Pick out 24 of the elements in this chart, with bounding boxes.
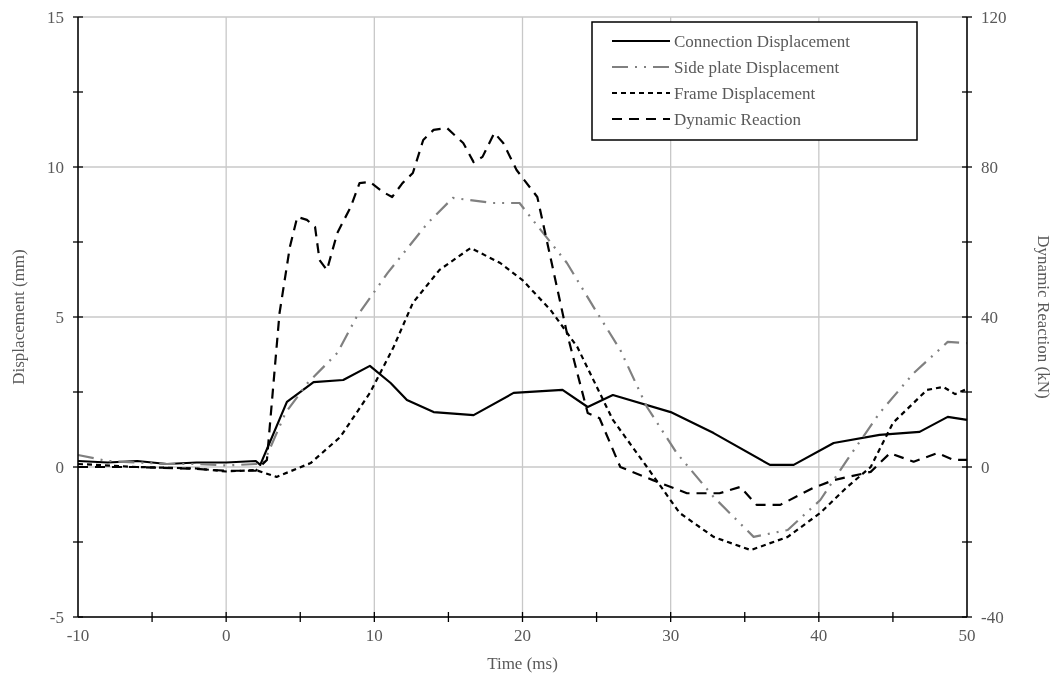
x-tick-label: 10 (365, 626, 383, 645)
x-tick-label: 50 (958, 626, 976, 645)
x-tick-label: -10 (66, 626, 90, 645)
x-axis-title: Time (ms) (487, 654, 558, 673)
y2-tick-label: 0 (981, 457, 990, 477)
y-tick-label: -5 (49, 607, 64, 627)
x-tick-label: 30 (662, 626, 680, 645)
legend-label: Frame Displacement (674, 83, 816, 103)
x-tick-label: 40 (810, 626, 828, 645)
legend-label: Connection Displacement (674, 31, 851, 51)
y-tick-label: 5 (55, 307, 64, 327)
y2-axis-title: Dynamic Reaction (kN) (1034, 235, 1052, 399)
y2-tick-label: 80 (981, 157, 998, 177)
y2-tick-label: 40 (981, 307, 998, 327)
legend-label: Dynamic Reaction (674, 109, 802, 129)
y2-tick-label: -40 (981, 607, 1004, 627)
y-tick-label: 0 (55, 457, 64, 477)
y-axis-title: Displacement (mm) (9, 249, 28, 385)
x-tick-label: 20 (514, 626, 531, 645)
y2-tick-label: 120 (981, 7, 1007, 27)
x-tick-label: 0 (221, 626, 231, 645)
legend-label: Side plate Displacement (674, 57, 840, 77)
y-tick-label: 15 (47, 7, 64, 27)
y-tick-label: 10 (47, 157, 64, 177)
